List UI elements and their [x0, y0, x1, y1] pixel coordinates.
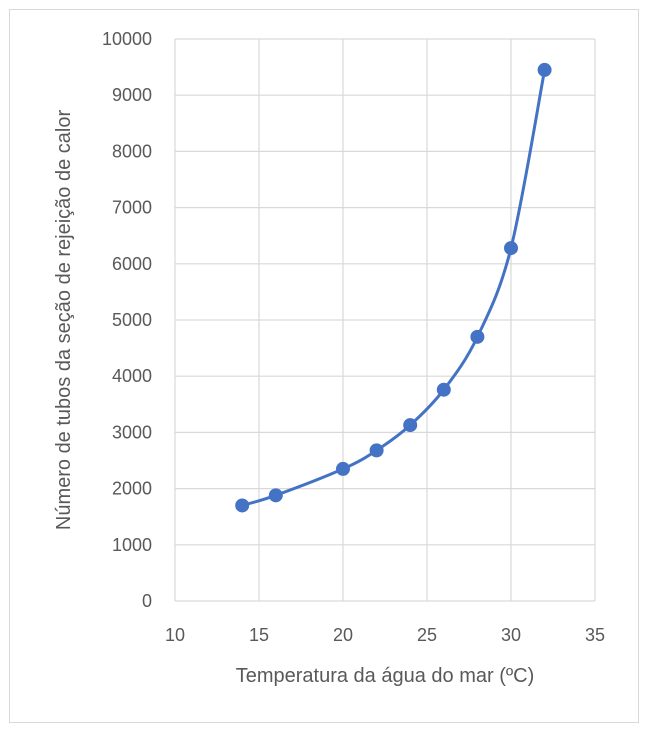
- data-point: [436, 382, 451, 397]
- data-point: [369, 443, 384, 458]
- data-point: [336, 461, 350, 476]
- x-tick-label: 35: [585, 625, 605, 645]
- grid-layer: [174, 38, 596, 602]
- y-axis-title: Número de tubos da seção de rejeição de …: [53, 110, 75, 531]
- x-tick-labels: 10 15 20 25 30 35: [165, 625, 605, 645]
- y-tick-label: 8000: [112, 141, 152, 161]
- x-tick-label: 30: [501, 625, 521, 645]
- data-point: [235, 498, 250, 513]
- y-tick-labels: 0 1000 2000 3000 4000 5000 6000 7000 8000 9000 100…: [102, 29, 152, 611]
- y-tick-label: 7000: [112, 198, 152, 218]
- y-tick-label: 6000: [112, 254, 152, 274]
- y-tick-label: 3000: [112, 422, 152, 442]
- data-point: [504, 241, 518, 256]
- y-tick-label: 9000: [112, 85, 152, 105]
- data-point: [470, 329, 485, 344]
- x-tick-label: 15: [249, 625, 269, 645]
- y-tick-label: 10000: [102, 29, 152, 49]
- y-tick-label: 2000: [112, 479, 152, 499]
- x-tick-label: 25: [417, 625, 437, 645]
- series-line: [240, 68, 547, 507]
- x-tick-label: 20: [333, 625, 353, 645]
- y-tick-label: 4000: [112, 366, 152, 386]
- data-point: [537, 62, 552, 77]
- y-tick-label: 5000: [112, 310, 152, 330]
- data-point: [403, 418, 418, 433]
- y-tick-label: 1000: [112, 535, 152, 555]
- data-point: [268, 488, 283, 503]
- series-layer: [235, 62, 552, 513]
- x-axis-title: Temperatura da água do mar (ºC): [236, 665, 535, 687]
- y-tick-label: 0: [142, 591, 152, 611]
- x-tick-label: 10: [165, 625, 185, 645]
